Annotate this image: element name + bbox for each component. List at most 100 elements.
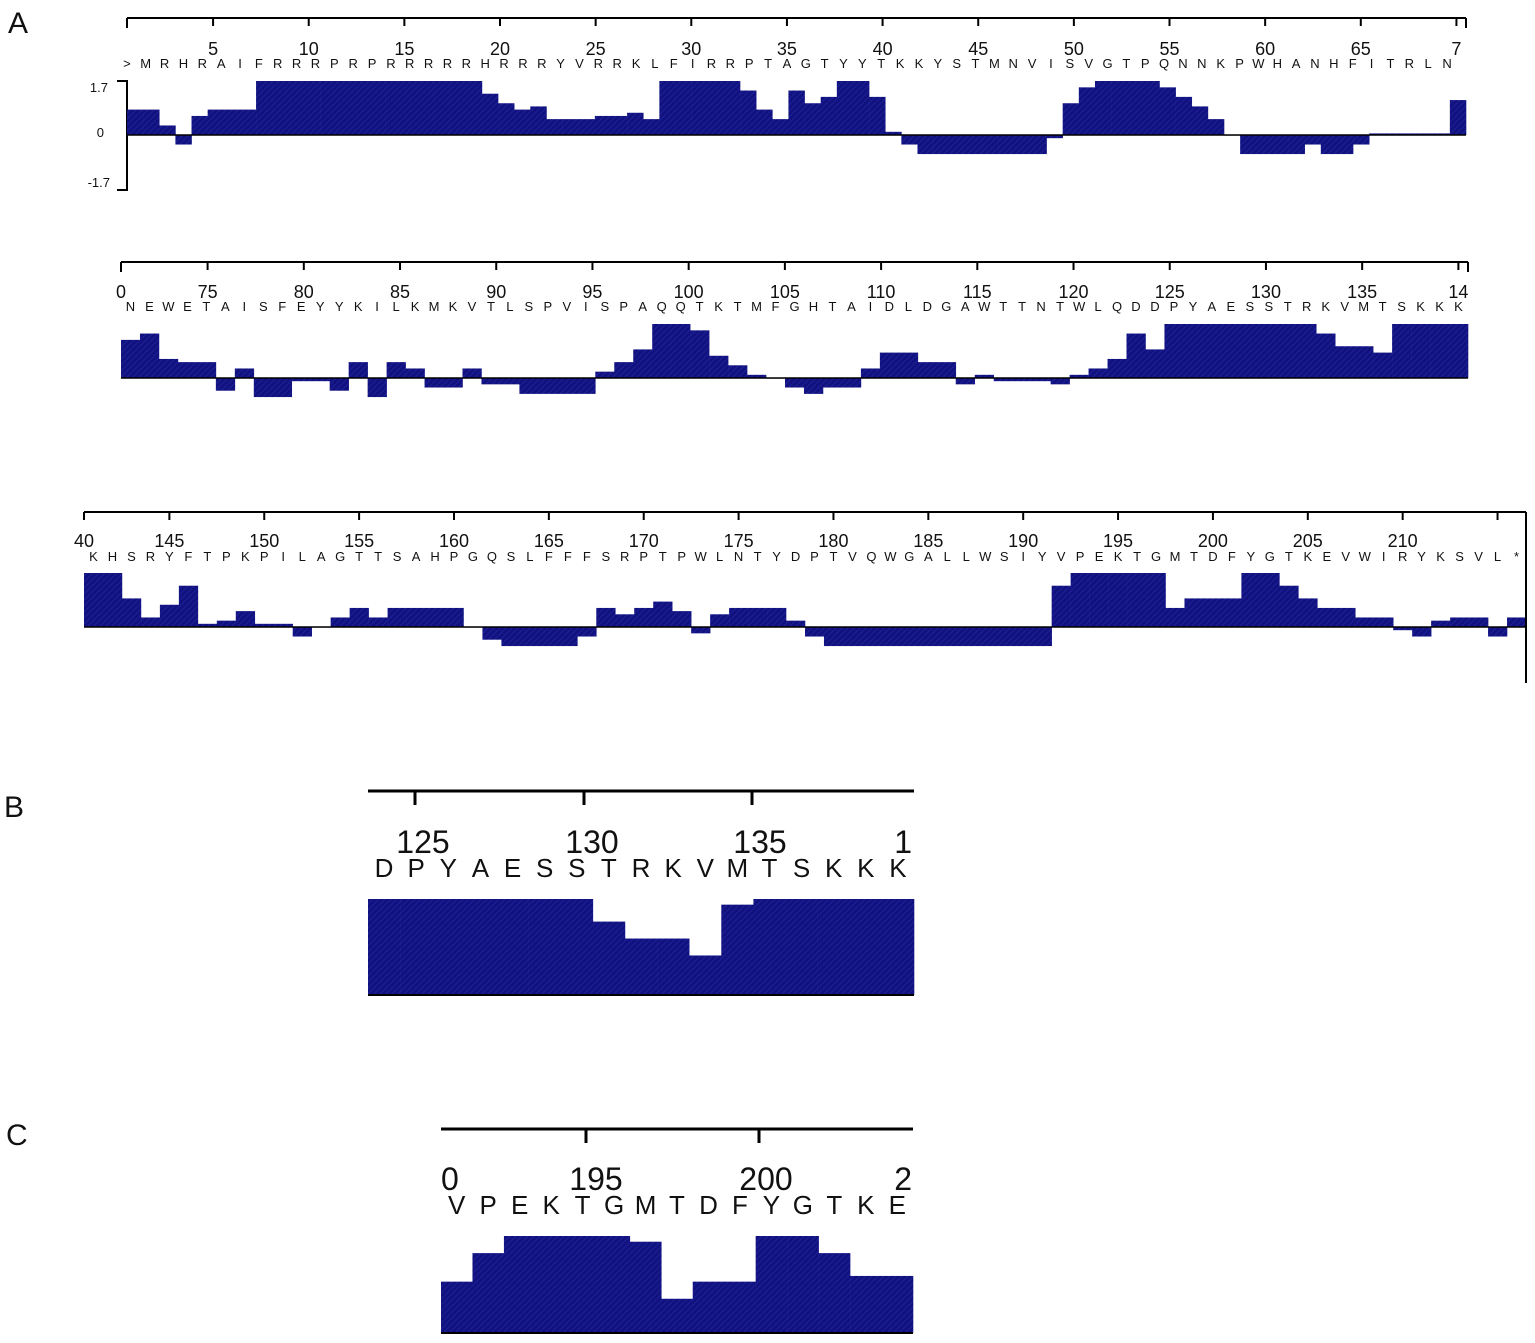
hydrophilicity-bar: [1278, 324, 1298, 378]
residue-letter: K: [241, 549, 250, 564]
position-tick-label: 195: [569, 1161, 622, 1197]
residue-letter: R: [537, 56, 546, 71]
residue-letter: I: [1370, 56, 1374, 71]
hydrophilicity-bar: [869, 96, 886, 135]
residue-letter: V: [1340, 299, 1349, 314]
hydrophilicity-bar: [310, 378, 330, 382]
hydrophilicity-bar: [592, 921, 626, 995]
position-tick-label: 105: [770, 282, 800, 302]
hydrophilicity-bar: [1433, 133, 1451, 135]
residue-letter: E: [145, 299, 154, 314]
y-tick-label: 0: [97, 125, 104, 140]
residue-letter: P: [260, 549, 269, 564]
residue-letter: L: [299, 549, 306, 564]
residue-letter: R: [613, 56, 622, 71]
hydrophilicity-bar: [538, 378, 558, 394]
hydrophilicity-bar: [956, 627, 977, 647]
hydrophilicity-bar: [1488, 627, 1508, 637]
residue-letter: R: [620, 549, 629, 564]
hydrophilicity-bar: [643, 119, 660, 135]
hydrophilicity-bar: [330, 617, 350, 627]
residue-letter: I: [243, 299, 247, 314]
residue-letter: S: [127, 549, 136, 564]
hydrophilicity-bar: [1069, 374, 1089, 378]
residue-letter: S: [536, 853, 553, 883]
residue-letter: V: [1474, 549, 1483, 564]
hydrophilicity-bar: [234, 368, 255, 378]
residue-letter: L: [526, 549, 533, 564]
hydrophilicity-bar: [917, 135, 934, 155]
hydrophilicity-bar: [1062, 103, 1080, 135]
position-tick-label: 135: [1347, 282, 1377, 302]
hydrophilicity-bar: [1165, 607, 1185, 627]
hydrophilicity-bar: [1143, 81, 1160, 135]
residue-letter: T: [1133, 549, 1141, 564]
residue-letter: G: [941, 299, 951, 314]
hydrophilicity-bar: [1207, 119, 1225, 135]
residue-letter: D: [375, 853, 394, 883]
hydrophilicity-bar: [143, 109, 160, 135]
position-tick-label: 60: [1255, 39, 1275, 59]
hydrophilicity-bar: [1304, 135, 1322, 145]
hydrophilicity-bar: [634, 607, 654, 627]
residue-letter: T: [764, 56, 772, 71]
hydrophilicity-bar: [1374, 617, 1394, 627]
position-tick-label: 130: [565, 824, 618, 860]
hydrophilicity-bar: [1469, 617, 1489, 627]
hydrophilicity-bar: [1354, 346, 1374, 378]
hydrophilicity-bar: [1030, 135, 1047, 155]
residue-letter: T: [202, 299, 210, 314]
hydrophilicity-bar: [577, 627, 597, 637]
residue-letter: I: [1049, 56, 1053, 71]
panel-a-hydrophilicity-plot: 1.7 0 -1.7 5 10 15 20 25 30 35 40 45 50 55 60 65 7> M R…: [74, 17, 1527, 683]
hydrophilicity-bar: [1450, 617, 1470, 627]
residue-letter: K: [915, 56, 924, 71]
hydrophilicity-bar: [1297, 324, 1317, 378]
hydrophilicity-bar: [841, 378, 862, 388]
panel-c-zoom-plot: 0 195 200 2V P E K T G M T D F Y G T K E: [441, 1127, 914, 1334]
residue-letter: I: [281, 549, 285, 564]
hydrophilicity-bar: [464, 899, 497, 995]
hydrophilicity-bar: [861, 627, 882, 647]
residue-letter: T: [203, 549, 211, 564]
residue-letter: K: [714, 299, 723, 314]
hydrophilicity-bar: [1191, 106, 1209, 135]
residue-letter: K: [664, 853, 682, 883]
residue-letter: T: [575, 1190, 591, 1220]
residue-letter: G: [793, 1190, 813, 1220]
position-tick-label: 40: [74, 531, 94, 551]
residue-letter: R: [707, 56, 716, 71]
residue-letter: H: [179, 56, 188, 71]
position-tick-label: 85: [390, 282, 410, 302]
hydrophilicity-bar: [1259, 324, 1279, 378]
residue-letter: V: [448, 1190, 466, 1220]
hydrophilicity-bar: [629, 1241, 662, 1333]
hydrophilicity-bar: [424, 378, 444, 388]
residue-letter: V: [563, 299, 572, 314]
hydrophilicity-bar: [728, 365, 748, 378]
hydrophilicity-bar: [709, 355, 729, 378]
residue-letter: W: [884, 549, 897, 564]
hydrophilicity-bar: [539, 627, 559, 647]
hydrophilicity-bar: [753, 899, 786, 995]
hydrophilicity-bar: [993, 378, 1013, 382]
residue-letter: P: [639, 549, 648, 564]
residue-letter: T: [1379, 299, 1387, 314]
residue-letter: K: [1216, 56, 1225, 71]
position-tick-label: 75: [198, 282, 218, 302]
hydrophilicity-bar: [633, 349, 653, 378]
hydrophilicity-bar: [1355, 617, 1375, 627]
residue-letter: D: [1150, 299, 1159, 314]
hydrophilicity-bar: [304, 81, 321, 135]
hydrophilicity-bar: [852, 81, 870, 135]
residue-letter: P: [810, 549, 819, 564]
residue-letter: Q: [1159, 56, 1169, 71]
residue-letter: T: [828, 299, 836, 314]
position-tick-label: 175: [724, 531, 754, 551]
residue-letter: Q: [1112, 299, 1122, 314]
hydrophilicity-bar: [496, 899, 529, 995]
hydrophilicity-bar: [723, 81, 741, 135]
hydrophilicity-bar: [349, 607, 369, 627]
position-tick-label: 120: [1058, 282, 1088, 302]
hydrophilicity-bar: [292, 627, 312, 637]
